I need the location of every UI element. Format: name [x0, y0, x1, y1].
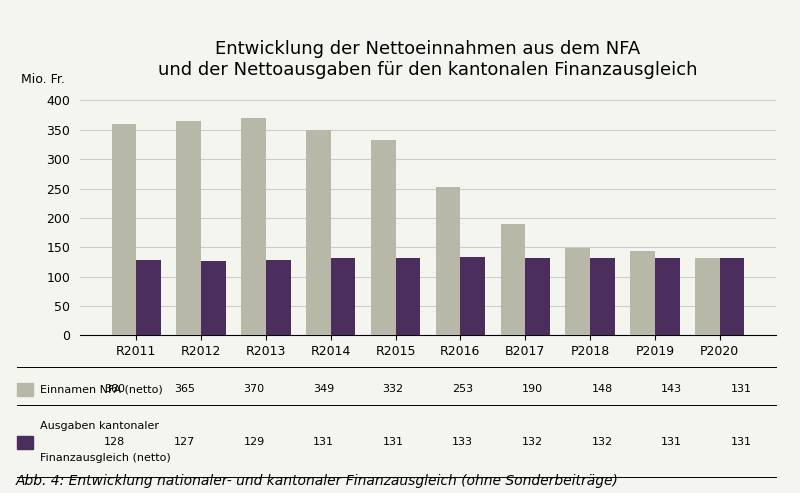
Bar	[177, 121, 201, 335]
Bar	[436, 187, 461, 335]
Text: Mio. Fr.: Mio. Fr.	[21, 73, 65, 86]
Text: Ausgaben kantonaler: Ausgaben kantonaler	[40, 422, 158, 431]
Bar	[655, 258, 679, 335]
Text: Einnamen NFA (netto): Einnamen NFA (netto)	[40, 385, 162, 394]
Bar	[526, 258, 550, 335]
Bar	[266, 259, 290, 335]
Text: 131: 131	[661, 437, 682, 448]
Bar	[330, 258, 355, 335]
Text: 253: 253	[452, 385, 474, 394]
Text: 143: 143	[661, 385, 682, 394]
Text: Finanzausgleich (netto): Finanzausgleich (netto)	[40, 454, 170, 463]
Text: 148: 148	[591, 385, 613, 394]
Text: 128: 128	[104, 437, 126, 448]
Bar	[112, 124, 136, 335]
Title: Entwicklung der Nettoeinnahmen aus dem NFA
und der Nettoausgaben für den kantona: Entwicklung der Nettoeinnahmen aus dem N…	[158, 40, 698, 79]
Text: 132: 132	[522, 437, 543, 448]
Text: 332: 332	[382, 385, 404, 394]
Bar	[201, 261, 226, 335]
Text: 349: 349	[313, 385, 334, 394]
Bar	[501, 224, 526, 335]
Text: 370: 370	[243, 385, 265, 394]
Text: 190: 190	[522, 385, 543, 394]
Bar	[461, 257, 485, 335]
Bar	[18, 436, 33, 449]
Text: 131: 131	[730, 437, 752, 448]
Text: 131: 131	[382, 437, 404, 448]
Bar	[720, 258, 744, 335]
Bar	[695, 258, 720, 335]
Bar	[630, 251, 655, 335]
Text: 131: 131	[730, 385, 752, 394]
Text: 127: 127	[174, 437, 195, 448]
Bar	[136, 260, 161, 335]
Bar	[371, 141, 395, 335]
Bar	[18, 383, 33, 396]
Bar	[306, 131, 330, 335]
Bar	[395, 258, 420, 335]
Text: Abb. 4: Entwicklung nationaler- und kantonaler Finanzausgleich (ohne Sonderbeitr: Abb. 4: Entwicklung nationaler- und kant…	[16, 474, 619, 488]
Text: 132: 132	[591, 437, 613, 448]
Bar	[590, 258, 614, 335]
Text: 131: 131	[313, 437, 334, 448]
Bar	[566, 248, 590, 335]
Text: 360: 360	[104, 385, 126, 394]
Text: 129: 129	[243, 437, 265, 448]
Bar	[242, 118, 266, 335]
Text: 133: 133	[452, 437, 474, 448]
Text: 365: 365	[174, 385, 195, 394]
